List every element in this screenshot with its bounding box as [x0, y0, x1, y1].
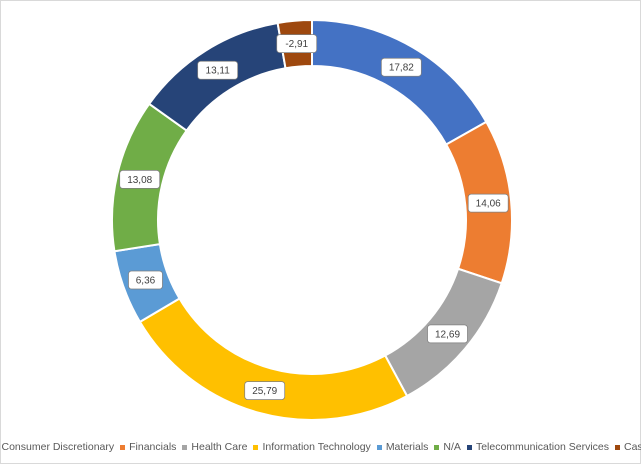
data-label-text: 14,06 [476, 199, 501, 210]
legend-label: Health Care [191, 441, 248, 453]
legend-swatch [434, 444, 440, 450]
legend-label: N/A [443, 441, 461, 453]
data-label-text: -2,91 [285, 39, 308, 50]
legend-swatch [376, 444, 382, 450]
data-label-text: 6,36 [136, 276, 156, 287]
data-label-box [276, 34, 318, 54]
data-label-text: 17,82 [389, 63, 414, 74]
legend-item: Materials [376, 441, 429, 453]
data-label-text: 13,11 [206, 66, 231, 77]
data-label-text: 12,69 [435, 329, 460, 340]
data-label-box [380, 57, 422, 77]
data-label-box [119, 170, 161, 189]
legend-item: Financials [120, 441, 176, 453]
legend-label: Information Technology [262, 441, 371, 453]
donut-slice [311, 18, 488, 146]
legend-item: Information Technology [253, 441, 371, 453]
data-label-box [197, 60, 239, 80]
legend-item: Cash [615, 441, 641, 453]
legend-label: Financials [129, 441, 177, 453]
legend-label: Materials [385, 441, 429, 453]
legend-swatch [182, 444, 188, 450]
data-label: 17,82 [380, 57, 422, 77]
legend-item: N/A [434, 441, 461, 453]
legend-swatch [120, 444, 126, 450]
legend-swatch [466, 444, 472, 450]
legend-label: Consumer Discretionary [1, 441, 115, 453]
data-label: 13,08 [119, 170, 161, 189]
data-label: 12,69 [427, 324, 468, 344]
data-label-box [427, 324, 468, 344]
legend-label: Telecommunication Services [475, 441, 609, 453]
legend-item: Health Care [182, 441, 247, 453]
data-label-box [244, 381, 286, 400]
donut-slice [138, 297, 409, 421]
legend-swatch [615, 444, 620, 450]
legend-label: Cash [624, 441, 641, 453]
legend: Consumer Discretionary Financials Health C… [0, 441, 641, 453]
data-label: 14,06 [467, 193, 509, 213]
data-label-box [128, 270, 163, 290]
data-label-text: 25,79 [252, 386, 277, 397]
data-label-box [467, 193, 509, 213]
legend-swatch [253, 444, 259, 450]
data-label-text: 13,08 [127, 175, 152, 186]
data-label: 6,36 [128, 270, 163, 290]
data-label: -2,91 [276, 34, 318, 54]
legend-item: Consumer Discretionary [0, 441, 115, 453]
data-label: 25,79 [244, 381, 286, 400]
data-label: 13,11 [197, 60, 239, 80]
legend-item: Telecommunication Services [466, 441, 609, 453]
